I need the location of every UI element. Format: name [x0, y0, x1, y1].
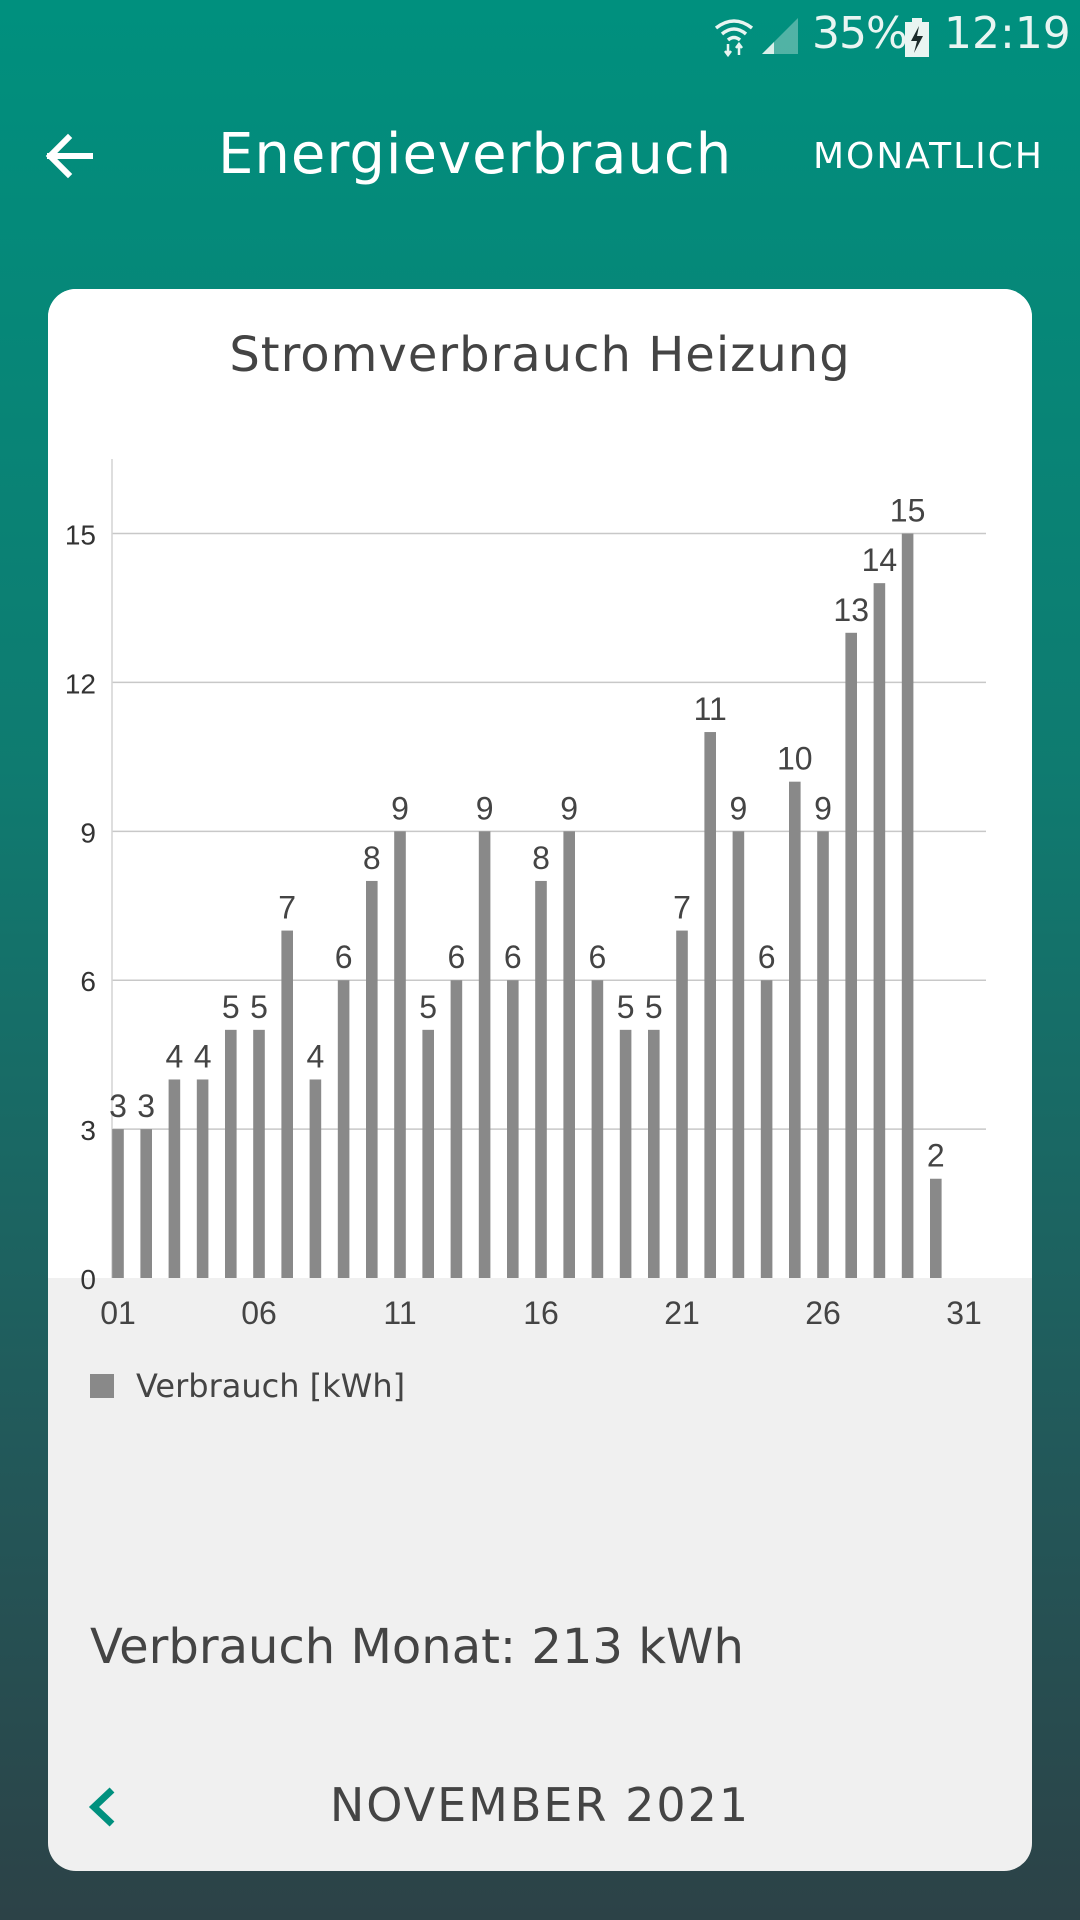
- bar-value-label: 8: [532, 840, 550, 876]
- bar-value-label: 7: [673, 890, 691, 926]
- legend-label: Verbrauch [kWh]: [136, 1367, 406, 1405]
- chart-bar: [535, 880, 547, 1278]
- chart-bar: [309, 1079, 322, 1278]
- chart-bar: [478, 831, 491, 1278]
- chevron-left-icon[interactable]: [80, 1782, 124, 1832]
- chart-bar: [140, 1129, 152, 1278]
- signal-icon: [762, 18, 798, 54]
- bar-value-label: 11: [694, 691, 727, 727]
- bar-value-label: 9: [391, 790, 409, 826]
- y-tick-label: 3: [80, 1115, 96, 1146]
- chart-bar: [591, 980, 604, 1278]
- bar-value-label: 5: [645, 989, 663, 1025]
- legend-swatch: [90, 1374, 114, 1398]
- x-tick-label: 21: [664, 1295, 700, 1331]
- bar-value-label: 7: [278, 890, 296, 926]
- bar-value-label: 3: [137, 1088, 155, 1124]
- x-tick-label: 11: [383, 1295, 416, 1331]
- energy-card: Stromverbrauch Heizung 0 3 6 9 12 15 3 3 4 4 5 5 7 4 6…: [48, 289, 1032, 1871]
- chart-bar: [337, 980, 350, 1278]
- chart-bar: [507, 980, 519, 1278]
- bar-value-label: 4: [194, 1038, 212, 1074]
- chart-bar: [873, 583, 886, 1278]
- chart-bar: [366, 880, 378, 1278]
- wifi-icon: [714, 19, 754, 58]
- chart-bar: [817, 831, 829, 1278]
- chart-title: Stromverbrauch Heizung: [229, 327, 851, 383]
- month-navigation: NOVEMBER 2021: [48, 1756, 1032, 1856]
- chart-bar: [422, 1029, 434, 1278]
- chart-bar: [253, 1029, 265, 1278]
- bar-value-label: 10: [777, 741, 813, 777]
- chart-bar: [901, 533, 914, 1278]
- chart-legend: Verbrauch [kWh]: [90, 1366, 405, 1406]
- bar-value-label: 8: [363, 840, 381, 876]
- x-tick-label: 06: [241, 1295, 277, 1331]
- y-tick-label: 6: [80, 966, 96, 997]
- bar-value-label: 9: [814, 790, 832, 826]
- arrow-left-icon[interactable]: [40, 126, 104, 186]
- bar-value-label: 6: [758, 939, 776, 975]
- y-tick-label: 15: [65, 520, 96, 551]
- chart-bar: [760, 980, 773, 1278]
- x-tick-label: 26: [805, 1295, 841, 1331]
- bar-value-label: 5: [617, 989, 635, 1025]
- page-title: Energieverbrauch: [218, 122, 733, 187]
- battery-percent: 35%: [812, 8, 908, 59]
- clock: 12:19: [944, 8, 1071, 59]
- bar-value-label: 6: [504, 939, 522, 975]
- chart-bar: [732, 831, 745, 1278]
- bar-value-label: 4: [166, 1038, 184, 1074]
- chart-bar: [789, 781, 801, 1278]
- chart-bar: [563, 831, 575, 1278]
- bar-value-label: 3: [109, 1088, 127, 1124]
- bar-value-label: 6: [448, 939, 466, 975]
- chart-bar: [619, 1029, 632, 1278]
- y-tick-label: 12: [65, 668, 96, 699]
- bar-value-label: 6: [589, 939, 607, 975]
- bar-value-label: 4: [307, 1038, 325, 1074]
- bar-value-label: 9: [560, 790, 578, 826]
- app-toolbar: Energieverbrauch MONATLICH: [0, 100, 1080, 210]
- y-tick-label: 0: [80, 1264, 96, 1295]
- bar-value-label: 2: [927, 1138, 945, 1174]
- x-tick-label: 01: [100, 1295, 136, 1331]
- y-tick-label: 9: [80, 817, 96, 848]
- period-button[interactable]: MONATLICH: [812, 136, 1044, 177]
- bar-value-label: 5: [250, 989, 268, 1025]
- chart-bar: [112, 1129, 124, 1278]
- chart-bar: [845, 632, 857, 1278]
- x-tick-label: 16: [523, 1295, 559, 1331]
- bar-value-label: 9: [730, 790, 748, 826]
- chart-bar: [394, 831, 406, 1278]
- chart-bar: [648, 1029, 660, 1278]
- x-tick-label: 31: [946, 1295, 982, 1331]
- chart-bar: [930, 1178, 942, 1278]
- status-bar: 35% 12:19: [0, 0, 1080, 75]
- chart-bar: [704, 732, 716, 1278]
- monthly-consumption: Verbrauch Monat: 213 kWh: [90, 1619, 744, 1675]
- battery-charging-icon: [905, 18, 929, 57]
- bar-value-label: 14: [862, 542, 898, 578]
- chart-bar: [676, 930, 688, 1278]
- chart-bar: [450, 980, 463, 1278]
- bar-value-label: 15: [890, 493, 926, 529]
- bar-value-label: 5: [222, 989, 240, 1025]
- month-label: NOVEMBER 2021: [329, 1778, 751, 1832]
- bar-value-label: 13: [833, 592, 869, 628]
- bar-value-label: 9: [476, 790, 494, 826]
- chart-bar: [196, 1079, 209, 1278]
- bar-value-label: 5: [419, 989, 437, 1025]
- chart-bar: [225, 1029, 237, 1278]
- chart-bar: [168, 1079, 181, 1278]
- bar-value-label: 6: [335, 939, 353, 975]
- chart-bar: [281, 930, 293, 1278]
